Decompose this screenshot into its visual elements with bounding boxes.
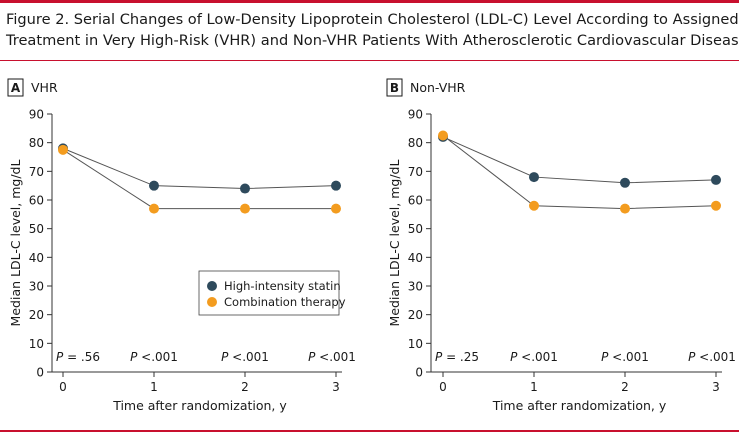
p-value-number: = .56 [63,350,100,364]
panel-letter-box [7,78,24,97]
p-value-label: P = .56 [56,350,100,364]
y-tick-label: 20 [29,308,44,322]
p-value-label: P <.001 [601,350,649,364]
y-tick-label: 10 [408,337,423,351]
x-tick-label: 3 [332,380,340,394]
y-tick-label: 10 [29,337,44,351]
y-tick-label: 0 [415,366,423,380]
x-axis-title: Time after randomization, y [492,398,667,413]
top-accent-bar [0,0,739,3]
figure-title-line-1: Figure 2. Serial Changes of Low-Density … [6,11,739,28]
data-point-statin [529,172,539,183]
p-value-label: P <.001 [130,350,178,364]
legend-box [198,270,340,316]
p-value-number: <.001 [315,350,356,364]
y-tick-label: 70 [29,165,44,179]
legend-label-statin: High-intensity statin [224,279,341,293]
panel-letter-box [386,78,403,97]
p-value-symbol: P [308,350,316,364]
bottom-accent-bar [0,430,739,432]
legend: High-intensity statin Combination therapy [198,270,346,316]
p-value-label: P <.001 [221,350,269,364]
y-axis-title: Median LDL-C level, mg/dL [387,160,402,327]
p-value-label: P <.001 [308,350,356,364]
x-tick-label: 0 [439,380,447,394]
title-divider [0,60,739,61]
data-point-combination [620,203,630,214]
data-point-statin [240,183,250,194]
legend-label-combination: Combination therapy [224,295,346,309]
x-tick-label: 1 [530,380,538,394]
legend-marker-combination [207,297,217,307]
figure-title: Figure 2. Serial Changes of Low-Density … [6,9,739,51]
p-value-symbol: P [221,350,229,364]
chart-panel-a: A VHR 0 10 20 30 40 50 60 70 80 90 0 1 2 3 Time after ra… [7,78,356,413]
y-tick-label: 90 [29,108,44,122]
panel-title: Non-VHR [410,80,466,95]
y-tick-label: 20 [408,308,423,322]
series-line-combination [62,149,336,210]
y-tick-label: 30 [29,280,44,294]
data-point-combination [58,144,68,155]
p-value-symbol: P [56,350,64,364]
p-value-symbol: P [435,350,443,364]
y-tick-label: 80 [408,136,423,150]
p-value-symbol: P [601,350,609,364]
data-point-combination [240,203,250,214]
p-value-number: <.001 [137,350,178,364]
p-value-number: <.001 [695,350,736,364]
y-axis-title: Median LDL-C level, mg/dL [8,160,23,327]
p-value-label: P <.001 [688,350,736,364]
p-value-number: = .25 [442,350,479,364]
data-point-statin [331,180,341,191]
y-tick-label: 40 [29,251,44,265]
x-tick-label: 3 [712,380,720,394]
panel-letter: A [11,81,21,95]
figure-title-line-2: Treatment in Very High-Risk (VHR) and No… [6,32,739,49]
p-value-label: P <.001 [510,350,558,364]
p-value-symbol: P [510,350,518,364]
y-tick-label: 50 [29,222,44,236]
p-value-symbol: P [130,350,138,364]
data-point-combination [438,130,448,141]
p-value-number: <.001 [228,350,269,364]
x-axis-title: Time after randomization, y [112,398,287,413]
x-tick-label: 0 [59,380,67,394]
y-tick-label: 60 [408,194,423,208]
series-line-combination [442,135,717,210]
y-tick-label: 90 [408,108,423,122]
data-point-combination [529,200,539,211]
y-tick-label: 80 [29,136,44,150]
data-point-statin [711,174,721,185]
y-tick-label: 60 [29,194,44,208]
p-value-number: <.001 [608,350,649,364]
x-tick-label: 1 [150,380,158,394]
p-value-number: <.001 [517,350,558,364]
data-point-combination [711,200,721,211]
data-point-combination [331,203,341,214]
x-tick-label: 2 [621,380,629,394]
y-tick-label: 70 [408,165,423,179]
series-line-statin [442,136,717,184]
p-value-symbol: P [688,350,696,364]
x-tick-label: 2 [241,380,249,394]
data-point-statin [149,180,159,191]
y-tick-label: 30 [408,280,423,294]
y-tick-label: 40 [408,251,423,265]
data-point-combination [149,203,159,214]
panel-letter: B [390,81,399,95]
legend-marker-statin [207,281,217,291]
data-point-statin [620,177,630,188]
series-line-statin [62,147,337,190]
p-value-label: P = .25 [435,350,479,364]
y-tick-label: 0 [36,366,44,380]
chart-panel-b: B Non-VHR 0 10 20 30 40 50 60 70 80 90 0 1 2 3 Time afte… [386,78,736,413]
panel-title: VHR [31,80,58,95]
y-tick-label: 50 [408,222,423,236]
